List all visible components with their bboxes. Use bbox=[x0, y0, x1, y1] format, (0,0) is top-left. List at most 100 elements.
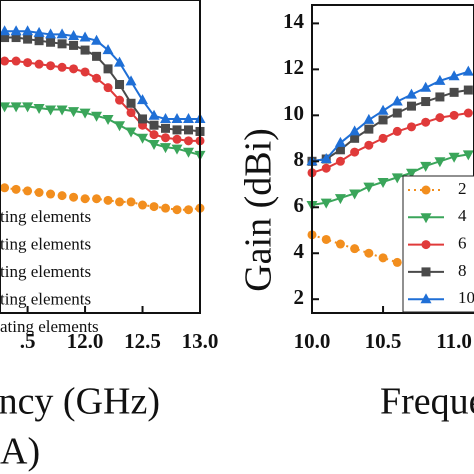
marker bbox=[56, 105, 68, 116]
marker bbox=[406, 101, 416, 111]
marker bbox=[57, 62, 67, 72]
marker bbox=[33, 103, 45, 114]
series bbox=[0, 183, 205, 215]
marker bbox=[364, 140, 374, 150]
legend-label: ting elements bbox=[0, 289, 91, 308]
marker bbox=[69, 192, 79, 202]
marker bbox=[350, 147, 360, 157]
marker bbox=[148, 109, 160, 120]
marker bbox=[91, 34, 103, 45]
marker bbox=[80, 67, 90, 77]
marker bbox=[184, 125, 194, 135]
marker bbox=[125, 127, 137, 138]
series bbox=[0, 56, 205, 146]
marker bbox=[335, 156, 345, 166]
marker bbox=[392, 257, 402, 267]
marker bbox=[350, 133, 360, 143]
series bbox=[0, 25, 206, 123]
marker bbox=[79, 108, 91, 119]
marker bbox=[11, 33, 21, 43]
marker bbox=[320, 153, 332, 163]
x-tick-label: 10.0 bbox=[294, 329, 331, 353]
marker bbox=[378, 133, 388, 143]
marker bbox=[405, 88, 417, 99]
marker bbox=[420, 81, 432, 92]
marker bbox=[0, 25, 11, 36]
marker bbox=[102, 114, 114, 125]
series bbox=[306, 150, 474, 211]
marker bbox=[92, 73, 102, 83]
marker bbox=[149, 130, 159, 140]
marker bbox=[363, 182, 375, 193]
x-tick-label: .5 bbox=[20, 329, 36, 353]
marker bbox=[405, 168, 417, 179]
plot-frame bbox=[0, 0, 201, 314]
marker bbox=[462, 150, 474, 161]
marker bbox=[378, 253, 388, 263]
marker bbox=[68, 107, 80, 118]
x-tick-label: 12.0 bbox=[67, 329, 104, 353]
marker bbox=[321, 234, 331, 244]
marker bbox=[434, 74, 446, 85]
marker bbox=[184, 136, 194, 146]
legend-marker bbox=[420, 293, 432, 304]
marker bbox=[22, 102, 34, 113]
marker bbox=[115, 95, 125, 105]
y-tick-label: 8 bbox=[294, 147, 305, 171]
y-tick-label: 2 bbox=[294, 285, 305, 309]
marker bbox=[406, 122, 416, 132]
marker bbox=[462, 65, 474, 76]
marker bbox=[68, 29, 80, 40]
marker bbox=[46, 189, 56, 199]
x-axis-label: Freque bbox=[380, 381, 474, 423]
marker bbox=[334, 194, 346, 205]
marker bbox=[349, 189, 361, 200]
marker bbox=[377, 177, 389, 188]
legend-marker bbox=[420, 213, 432, 224]
marker bbox=[149, 120, 159, 130]
legend-marker bbox=[421, 185, 431, 195]
marker bbox=[11, 184, 21, 194]
x-tick-label: 10.5 bbox=[365, 329, 402, 353]
legend-marker bbox=[421, 240, 431, 250]
marker bbox=[115, 197, 125, 207]
marker bbox=[161, 203, 171, 213]
marker bbox=[0, 56, 10, 66]
marker bbox=[335, 239, 345, 249]
series-line bbox=[4, 30, 200, 120]
marker bbox=[421, 117, 431, 127]
legend-marker bbox=[421, 267, 431, 277]
marker bbox=[363, 113, 375, 124]
marker bbox=[160, 143, 172, 154]
marker bbox=[138, 200, 148, 210]
marker bbox=[57, 191, 67, 201]
legend-label: 4 bbox=[458, 206, 467, 225]
marker bbox=[172, 205, 182, 215]
y-tick-label: 6 bbox=[294, 193, 305, 217]
marker bbox=[0, 183, 10, 193]
marker bbox=[392, 126, 402, 136]
marker bbox=[125, 75, 137, 86]
marker bbox=[34, 187, 44, 197]
marker bbox=[364, 248, 374, 258]
plot-frame bbox=[311, 4, 474, 314]
marker bbox=[160, 112, 172, 123]
marker bbox=[102, 44, 114, 55]
marker bbox=[11, 56, 21, 66]
x-tick-label: 12.5 bbox=[124, 329, 161, 353]
marker bbox=[448, 70, 460, 81]
y-tick-label: 10 bbox=[283, 101, 304, 125]
marker bbox=[183, 147, 195, 158]
marker bbox=[126, 108, 136, 118]
marker bbox=[79, 31, 91, 42]
marker bbox=[0, 33, 10, 43]
marker bbox=[183, 112, 195, 123]
marker bbox=[23, 34, 33, 44]
marker bbox=[449, 87, 459, 97]
marker bbox=[34, 36, 44, 46]
marker bbox=[114, 121, 126, 132]
marker bbox=[46, 61, 56, 71]
series-line bbox=[311, 89, 469, 163]
marker bbox=[184, 205, 194, 215]
y-axis-label: Gain (dBi) bbox=[238, 128, 280, 292]
